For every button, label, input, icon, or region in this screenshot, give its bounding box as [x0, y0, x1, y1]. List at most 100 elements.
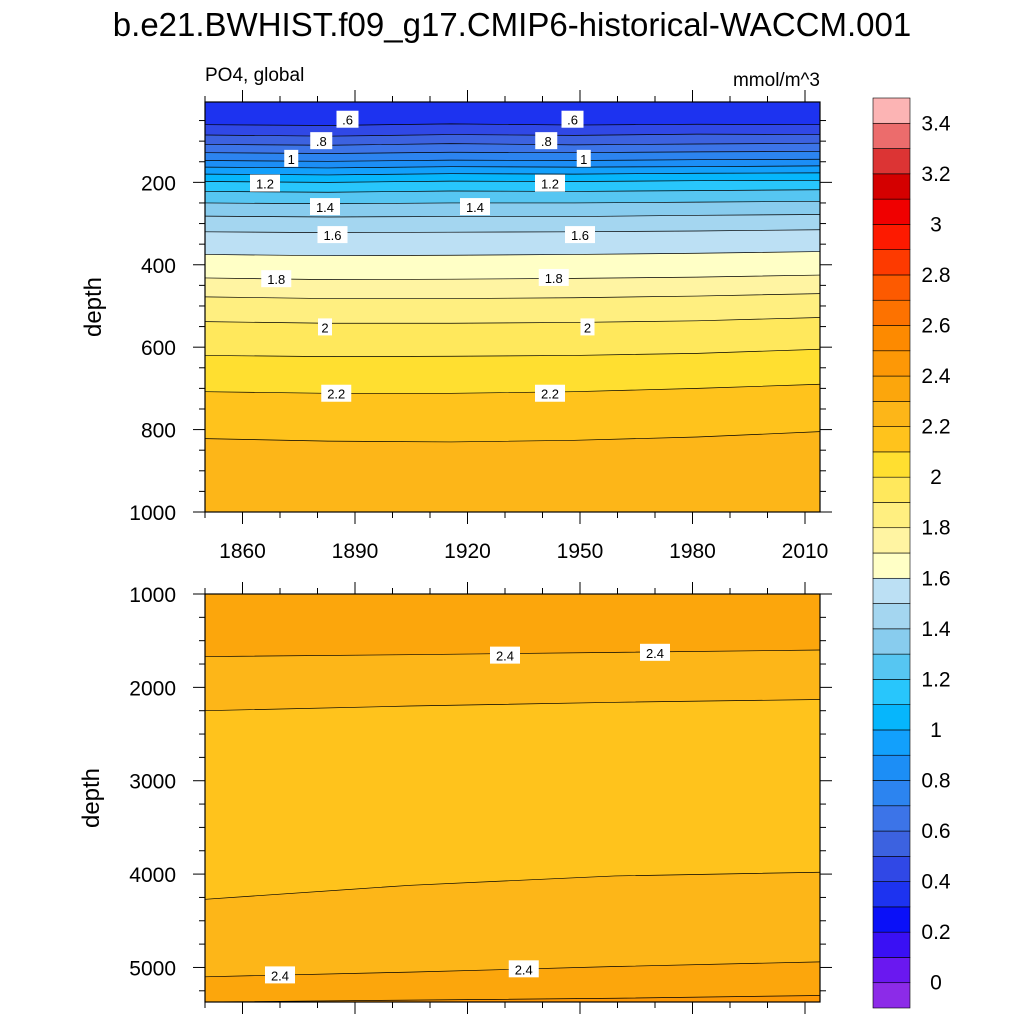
lower-contour-label: 2.4 [265, 966, 295, 984]
colorbar-box [872, 780, 911, 807]
svg-text:.8: .8 [316, 134, 327, 149]
upper-contour-label: 1.4 [310, 198, 340, 216]
lower-y-tick-label: 1000 [129, 584, 176, 607]
colorbar-box [872, 476, 911, 503]
upper-contour-label: 2.2 [321, 384, 352, 402]
lower-y-tick-label: 3000 [129, 771, 176, 794]
colorbar-tick-label: 0 [930, 972, 942, 995]
colorbar-tick-label: 3.4 [921, 112, 951, 135]
upper-contour-band [205, 151, 820, 162]
colorbar-box [872, 805, 911, 832]
svg-text:1: 1 [288, 152, 295, 167]
colorbar-box [872, 502, 911, 529]
upper-contour-line [205, 165, 820, 169]
colorbar-box [872, 653, 911, 680]
subtitle-left: PO4, global [205, 65, 304, 86]
upper-contour-label: 1.8 [538, 268, 569, 286]
colorbar-box [872, 401, 911, 427]
lower-contour-band [205, 594, 820, 657]
upper-contour-line [205, 151, 820, 154]
svg-text:1: 1 [580, 152, 587, 167]
colorbar-box [872, 552, 911, 579]
colorbar-tick-label: 1.2 [921, 668, 950, 691]
svg-text:2.4: 2.4 [271, 968, 289, 983]
colorbar-box [872, 451, 911, 478]
upper-contour-band [205, 293, 820, 324]
upper-contour-label: 1.2 [250, 174, 280, 192]
colorbar-box [872, 982, 911, 1009]
upper-contour-line [205, 383, 820, 394]
upper-x-tick-label: 1980 [669, 540, 716, 563]
svg-text:1.2: 1.2 [541, 177, 559, 192]
colorbar-tick-label: 0.2 [921, 921, 950, 944]
colorbar-tick-label: 0.6 [921, 820, 950, 843]
colorbar-box [872, 830, 911, 857]
upper-contour-band [205, 349, 820, 394]
colorbar-tick-label: 0.8 [921, 770, 950, 793]
colorbar-tick-label: 2.4 [921, 365, 951, 388]
upper-contour-band [205, 159, 820, 168]
colorbar-box [872, 906, 911, 933]
upper-contour-label: .8 [535, 132, 558, 150]
upper-contour-label: 2 [580, 318, 595, 336]
upper-y-axis-label: depth [80, 277, 107, 337]
upper-x-tick-label: 1950 [557, 540, 604, 563]
upper-contour-line [205, 189, 820, 193]
upper-contour-band [205, 201, 820, 217]
colorbar-tick-label: 2 [930, 466, 942, 489]
colorbar-box [872, 957, 911, 984]
upper-contour-line [205, 251, 820, 257]
lower-contour-band [205, 872, 820, 977]
colorbar-tick-label: 2.2 [921, 416, 950, 439]
svg-text:1.4: 1.4 [316, 200, 334, 215]
upper-y-tick-label: 1000 [129, 502, 176, 525]
colorbar-box [872, 198, 911, 225]
colorbar-box [872, 148, 911, 175]
colorbar-tick-label: 1 [930, 719, 942, 742]
chart-title: b.e21.BWHIST.f09_g17.CMIP6-historical-WA… [113, 6, 911, 43]
upper-contour-band [205, 172, 820, 183]
colorbar-box [872, 122, 911, 149]
lower-contour-band [205, 995, 820, 1002]
colorbar-box [872, 729, 911, 756]
colorbar-box [872, 679, 911, 705]
upper-contour-line [205, 142, 820, 146]
upper-y-tick-label: 400 [141, 255, 176, 278]
colorbar-tick-label: 1.6 [921, 567, 950, 590]
lower-y-axis-label: depth [78, 768, 105, 828]
upper-contour-label: 1.4 [460, 198, 490, 216]
colorbar-box [872, 350, 911, 377]
colorbar-tick-label: 1.8 [921, 517, 950, 540]
svg-text:1.8: 1.8 [267, 272, 285, 287]
lower-y-tick-label: 2000 [129, 677, 176, 700]
colorbar-box [872, 754, 911, 781]
upper-y-tick-label: 800 [141, 420, 176, 443]
colorbar-box [872, 325, 911, 352]
lower-y-tick-label: 4000 [129, 864, 176, 887]
colorbar-tick-label: 1.4 [921, 618, 951, 641]
upper-contour-band [205, 180, 820, 193]
svg-text:2.4: 2.4 [646, 646, 664, 661]
lower-y-tick-label: 5000 [129, 957, 176, 980]
upper-x-tick-label: 1860 [219, 540, 266, 563]
colorbar-tick-label: 3 [930, 213, 942, 236]
colorbar-box [872, 628, 911, 655]
upper-contour-band [205, 431, 820, 512]
upper-contour-band [205, 189, 820, 204]
upper-contour-line [205, 274, 820, 280]
colorbar-box [872, 375, 911, 402]
upper-contour-band [205, 143, 820, 154]
colorbar-tick-label: 3.2 [921, 163, 950, 186]
lower-contour-label: 2.4 [490, 646, 520, 664]
upper-contour-label: 1.2 [535, 174, 565, 192]
upper-contour-line [205, 200, 820, 205]
colorbar-box [872, 931, 911, 958]
upper-x-tick-label: 2010 [782, 540, 829, 563]
colorbar-box [872, 299, 911, 326]
upper-contour-panel: .6 .6 .8 .8 1 1 1.2 1.2 1.4 1.4 1.6 1.6 1.8 1.8 2 2 2.2 2… [80, 90, 832, 563]
subtitle-right: mmol/m^3 [733, 70, 820, 91]
svg-text:1.6: 1.6 [323, 228, 341, 243]
colorbar-box [872, 856, 911, 882]
svg-text:.6: .6 [342, 113, 353, 128]
upper-contour-band [205, 384, 820, 442]
